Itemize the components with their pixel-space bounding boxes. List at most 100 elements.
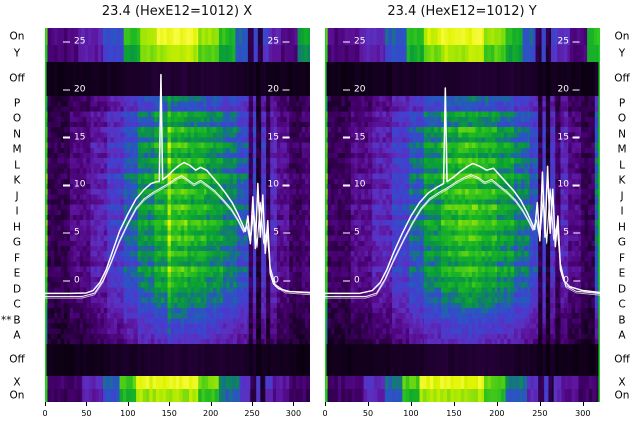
y-tick-value: 25 (267, 36, 279, 47)
row-label-left-k-8: K (13, 174, 21, 187)
y-tick-value: 5 (273, 227, 279, 238)
y-tick-mark (283, 136, 290, 139)
y-tick-x-left-0: 0 (63, 275, 80, 286)
y-tick-value: 10 (74, 179, 86, 190)
row-label-right-off-2: Off (614, 72, 630, 85)
x-tick-mark-x-50 (86, 402, 88, 406)
y-tick-mark (573, 89, 580, 91)
row-label-right-on-0: On (614, 30, 630, 42)
row-label-left-n-5: N (13, 128, 21, 141)
y-tick-value: 0 (74, 275, 80, 286)
x-tick-mark-y-150 (453, 402, 455, 406)
x-tick-label-y-50: 50 (362, 409, 374, 418)
row-label-right-c-16: C (618, 298, 626, 311)
y-tick-mark (573, 280, 580, 282)
y-tick-mark (283, 280, 290, 282)
row-label-left-off-19: Off (9, 353, 25, 366)
x-tick-mark-y-50 (367, 402, 369, 406)
y-tick-value: 15 (74, 132, 86, 143)
y-tick-x-right-0: 0 (273, 275, 290, 286)
y-tick-x-right-20: 20 (268, 85, 290, 94)
y-tick-x-left-20: 20 (63, 85, 85, 94)
row-label-right-y-1: Y (618, 47, 626, 59)
y-tick-value: 20 (74, 84, 86, 95)
x-tick-label-x-300: 300 (285, 409, 302, 418)
row-label-left-off-2: Off (9, 72, 25, 85)
y-tick-mark (343, 280, 350, 282)
row-label-left-l-7: L (14, 159, 20, 172)
y-tick-value: 25 (557, 36, 569, 47)
y-tick-y-right-15: 15 (558, 133, 580, 142)
x-tick-mark-x-100 (127, 402, 129, 406)
y-tick-value: 20 (267, 84, 279, 95)
y-tick-mark (343, 136, 350, 139)
y-tick-mark (63, 89, 70, 91)
y-tick-value: 10 (354, 179, 366, 190)
x-tick-mark-x-200 (210, 402, 212, 406)
row-label-right-b-17: B (618, 314, 626, 327)
plot-title-x: 23.4 (HexE12=1012) X (101, 4, 253, 19)
x-tick-label-y-0: 0 (322, 409, 328, 418)
y-tick-y-right-20: 20 (558, 85, 580, 94)
y-tick-mark (63, 232, 70, 234)
row-label-right-p-3: P (618, 97, 626, 110)
y-tick-y-left-10: 10 (343, 179, 366, 190)
y-tick-value: 5 (563, 227, 569, 238)
row-label-left-g-12: G (12, 236, 22, 249)
row-label-right-a-18: A (618, 329, 626, 342)
row-label-left-c-16: C (13, 298, 21, 311)
y-tick-mark (573, 41, 580, 43)
heatmap-plot-x (45, 28, 310, 402)
y-tick-mark (283, 89, 290, 91)
row-label-left-p-3: P (13, 97, 21, 110)
y-tick-value: 25 (354, 36, 366, 47)
y-tick-value: 25 (74, 36, 86, 47)
y-tick-y-left-5: 5 (343, 228, 360, 238)
y-tick-value: 0 (563, 275, 569, 286)
row-label-left-on-21: On (9, 389, 25, 401)
y-tick-x-right-5: 5 (273, 227, 290, 238)
y-tick-x-left-25: 25 (63, 36, 86, 47)
row-label-left-o-4: O (12, 112, 22, 125)
row-label-left-on-0: On (9, 30, 25, 42)
y-tick-mark (573, 184, 580, 187)
y-tick-y-left-0: 0 (343, 275, 360, 286)
row-label-left-i-10: I (15, 205, 19, 218)
row-label-right-g-12: G (617, 236, 627, 249)
x-tick-label-y-200: 200 (489, 409, 505, 418)
row-label-left-b-17: B (13, 314, 21, 327)
x-tick-mark-y-200 (496, 402, 498, 406)
row-label-right-on-21: On (614, 389, 630, 401)
x-tick-label-x-200: 200 (202, 409, 219, 418)
x-tick-label-y-300: 300 (575, 409, 591, 418)
y-tick-value: 0 (273, 275, 279, 286)
y-tick-y-left-25: 25 (343, 36, 366, 47)
row-label-right-l-7: L (619, 159, 625, 172)
y-tick-mark (63, 41, 70, 43)
x-tick-mark-x-150 (169, 402, 171, 406)
row-label-right-j-9: J (620, 190, 624, 203)
x-tick-label-y-150: 150 (446, 409, 462, 418)
row-label-right-e-14: E (618, 267, 626, 280)
y-tick-mark (343, 89, 350, 91)
row-label-right-n-5: N (618, 128, 626, 141)
x-tick-mark-y-250 (539, 402, 541, 406)
y-tick-y-right-10: 10 (558, 180, 580, 190)
row-label-left-j-9: J (15, 190, 19, 203)
y-tick-mark (63, 184, 70, 187)
row-label-left-a-18: A (13, 329, 21, 342)
y-tick-value: 5 (74, 227, 80, 238)
y-tick-x-left-15: 15 (63, 133, 85, 142)
y-tick-x-left-5: 5 (63, 227, 80, 238)
x-tick-mark-y-100 (410, 402, 412, 406)
y-tick-value: 15 (267, 132, 279, 143)
y-tick-x-right-25: 25 (267, 36, 290, 47)
x-tick-label-x-0: 0 (42, 409, 48, 418)
y-tick-value: 20 (557, 84, 569, 95)
y-tick-value: 0 (354, 275, 360, 286)
y-tick-value: 15 (557, 132, 569, 143)
row-label-left-y-1: Y (13, 47, 21, 59)
y-tick-mark (63, 280, 70, 282)
plot-title-y: 23.4 (HexE12=1012) Y (387, 4, 537, 19)
